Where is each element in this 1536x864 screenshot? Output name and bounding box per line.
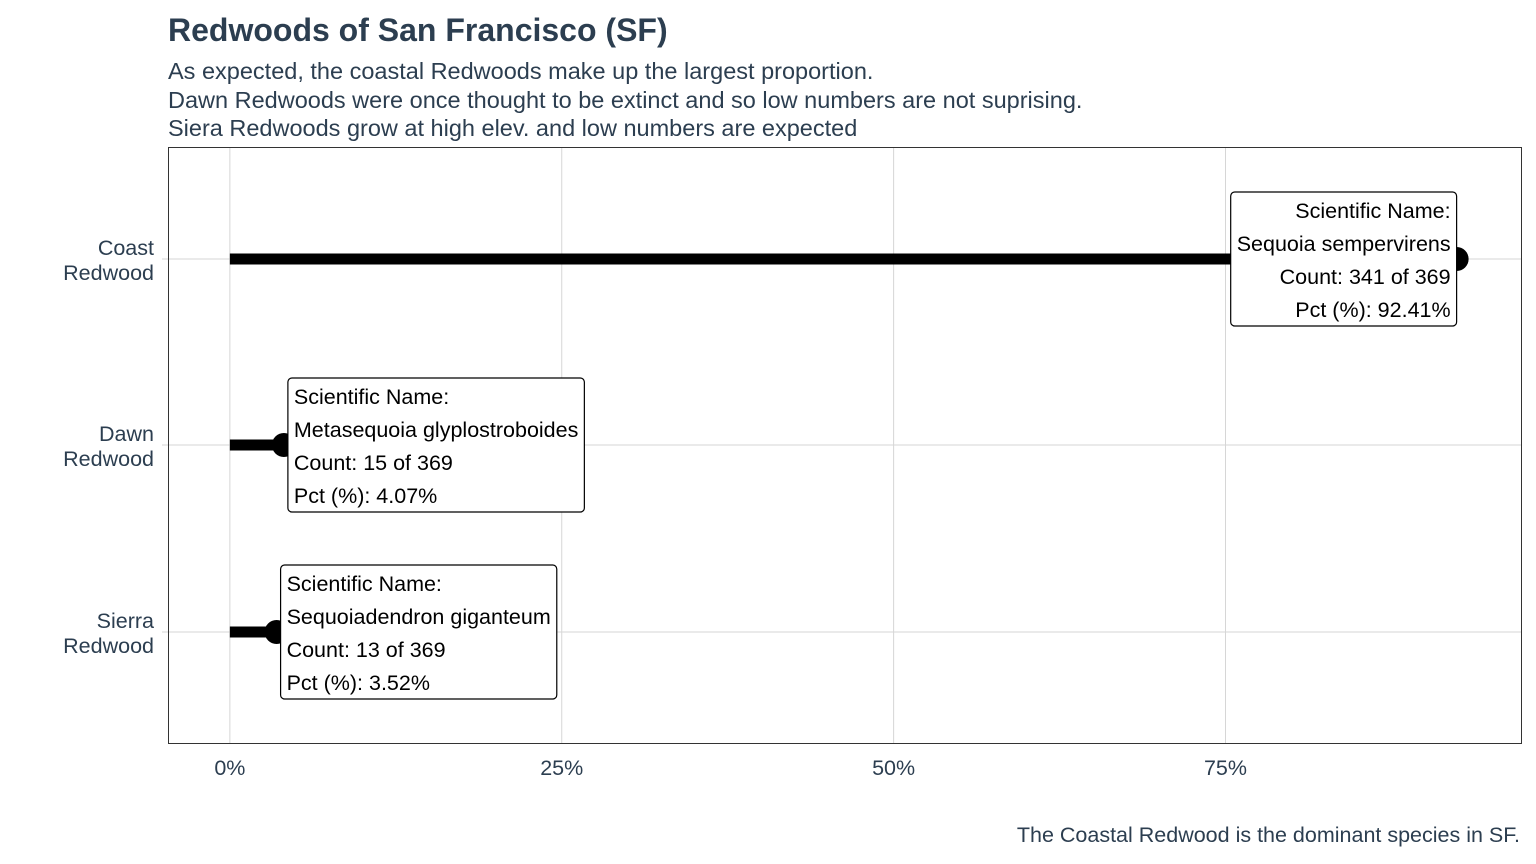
annotation-box [1230, 191, 1458, 327]
x-tick-label: 25% [540, 756, 583, 780]
chart-subtitle-line-3: Siera Redwoods grow at high elev. and lo… [168, 115, 858, 141]
chart-subtitle-line-1: As expected, the coastal Redwoods make u… [168, 58, 874, 84]
y-tick-label: Sierra [97, 609, 154, 633]
chart-subtitle-line-2: Dawn Redwoods were once thought to be ex… [168, 87, 1083, 113]
annotation-line: Sequoiadendron giganteum [287, 605, 551, 629]
annotation-line: Metasequoia glyplostroboides [294, 418, 578, 442]
annotation-box [287, 377, 585, 513]
y-tick-label: Dawn [99, 422, 154, 446]
x-tick-label: 75% [1204, 756, 1247, 780]
x-tick-label: 0% [214, 756, 245, 780]
y-tick-label: Redwood [63, 261, 154, 285]
chart-title: Redwoods of San Francisco (SF) [168, 12, 668, 48]
annotation-label: Scientific Name: Sequoiadendron giganteum… [279, 564, 558, 700]
annotation-line: Scientific Name: [287, 572, 442, 596]
x-axis: 0% 25% 50% 75% [214, 756, 1247, 780]
y-tick-label: Redwood [63, 634, 154, 658]
y-tick-label: Redwood [63, 447, 154, 471]
annotation-label: Scientific Name: Sequoia sempervirens Coun… [1230, 191, 1458, 327]
plot-panel-border [168, 147, 1522, 744]
annotation-line: Count: 13 of 369 [287, 638, 446, 662]
annotation-line: Scientific Name: [1295, 199, 1450, 223]
annotation-labels: Scientific Name: Sequoia sempervirens Coun… [279, 191, 1458, 700]
annotation-line: Pct (%): 4.07% [294, 484, 437, 508]
x-tick-label: 50% [872, 756, 915, 780]
annotation-label: Scientific Name: Metasequoia glyplostrobo… [287, 377, 585, 513]
annotation-line: Count: 341 of 369 [1280, 265, 1451, 289]
annotation-line: Scientific Name: [294, 385, 449, 409]
annotation-line: Pct (%): 92.41% [1295, 298, 1450, 322]
annotation-box [279, 564, 558, 700]
chart-caption: The Coastal Redwood is the dominant spec… [1016, 823, 1520, 847]
annotation-line: Count: 15 of 369 [294, 451, 453, 475]
annotation-line: Sequoia sempervirens [1237, 232, 1451, 256]
annotation-line: Pct (%): 3.52% [287, 671, 430, 695]
y-tick-label: Coast [98, 236, 154, 260]
